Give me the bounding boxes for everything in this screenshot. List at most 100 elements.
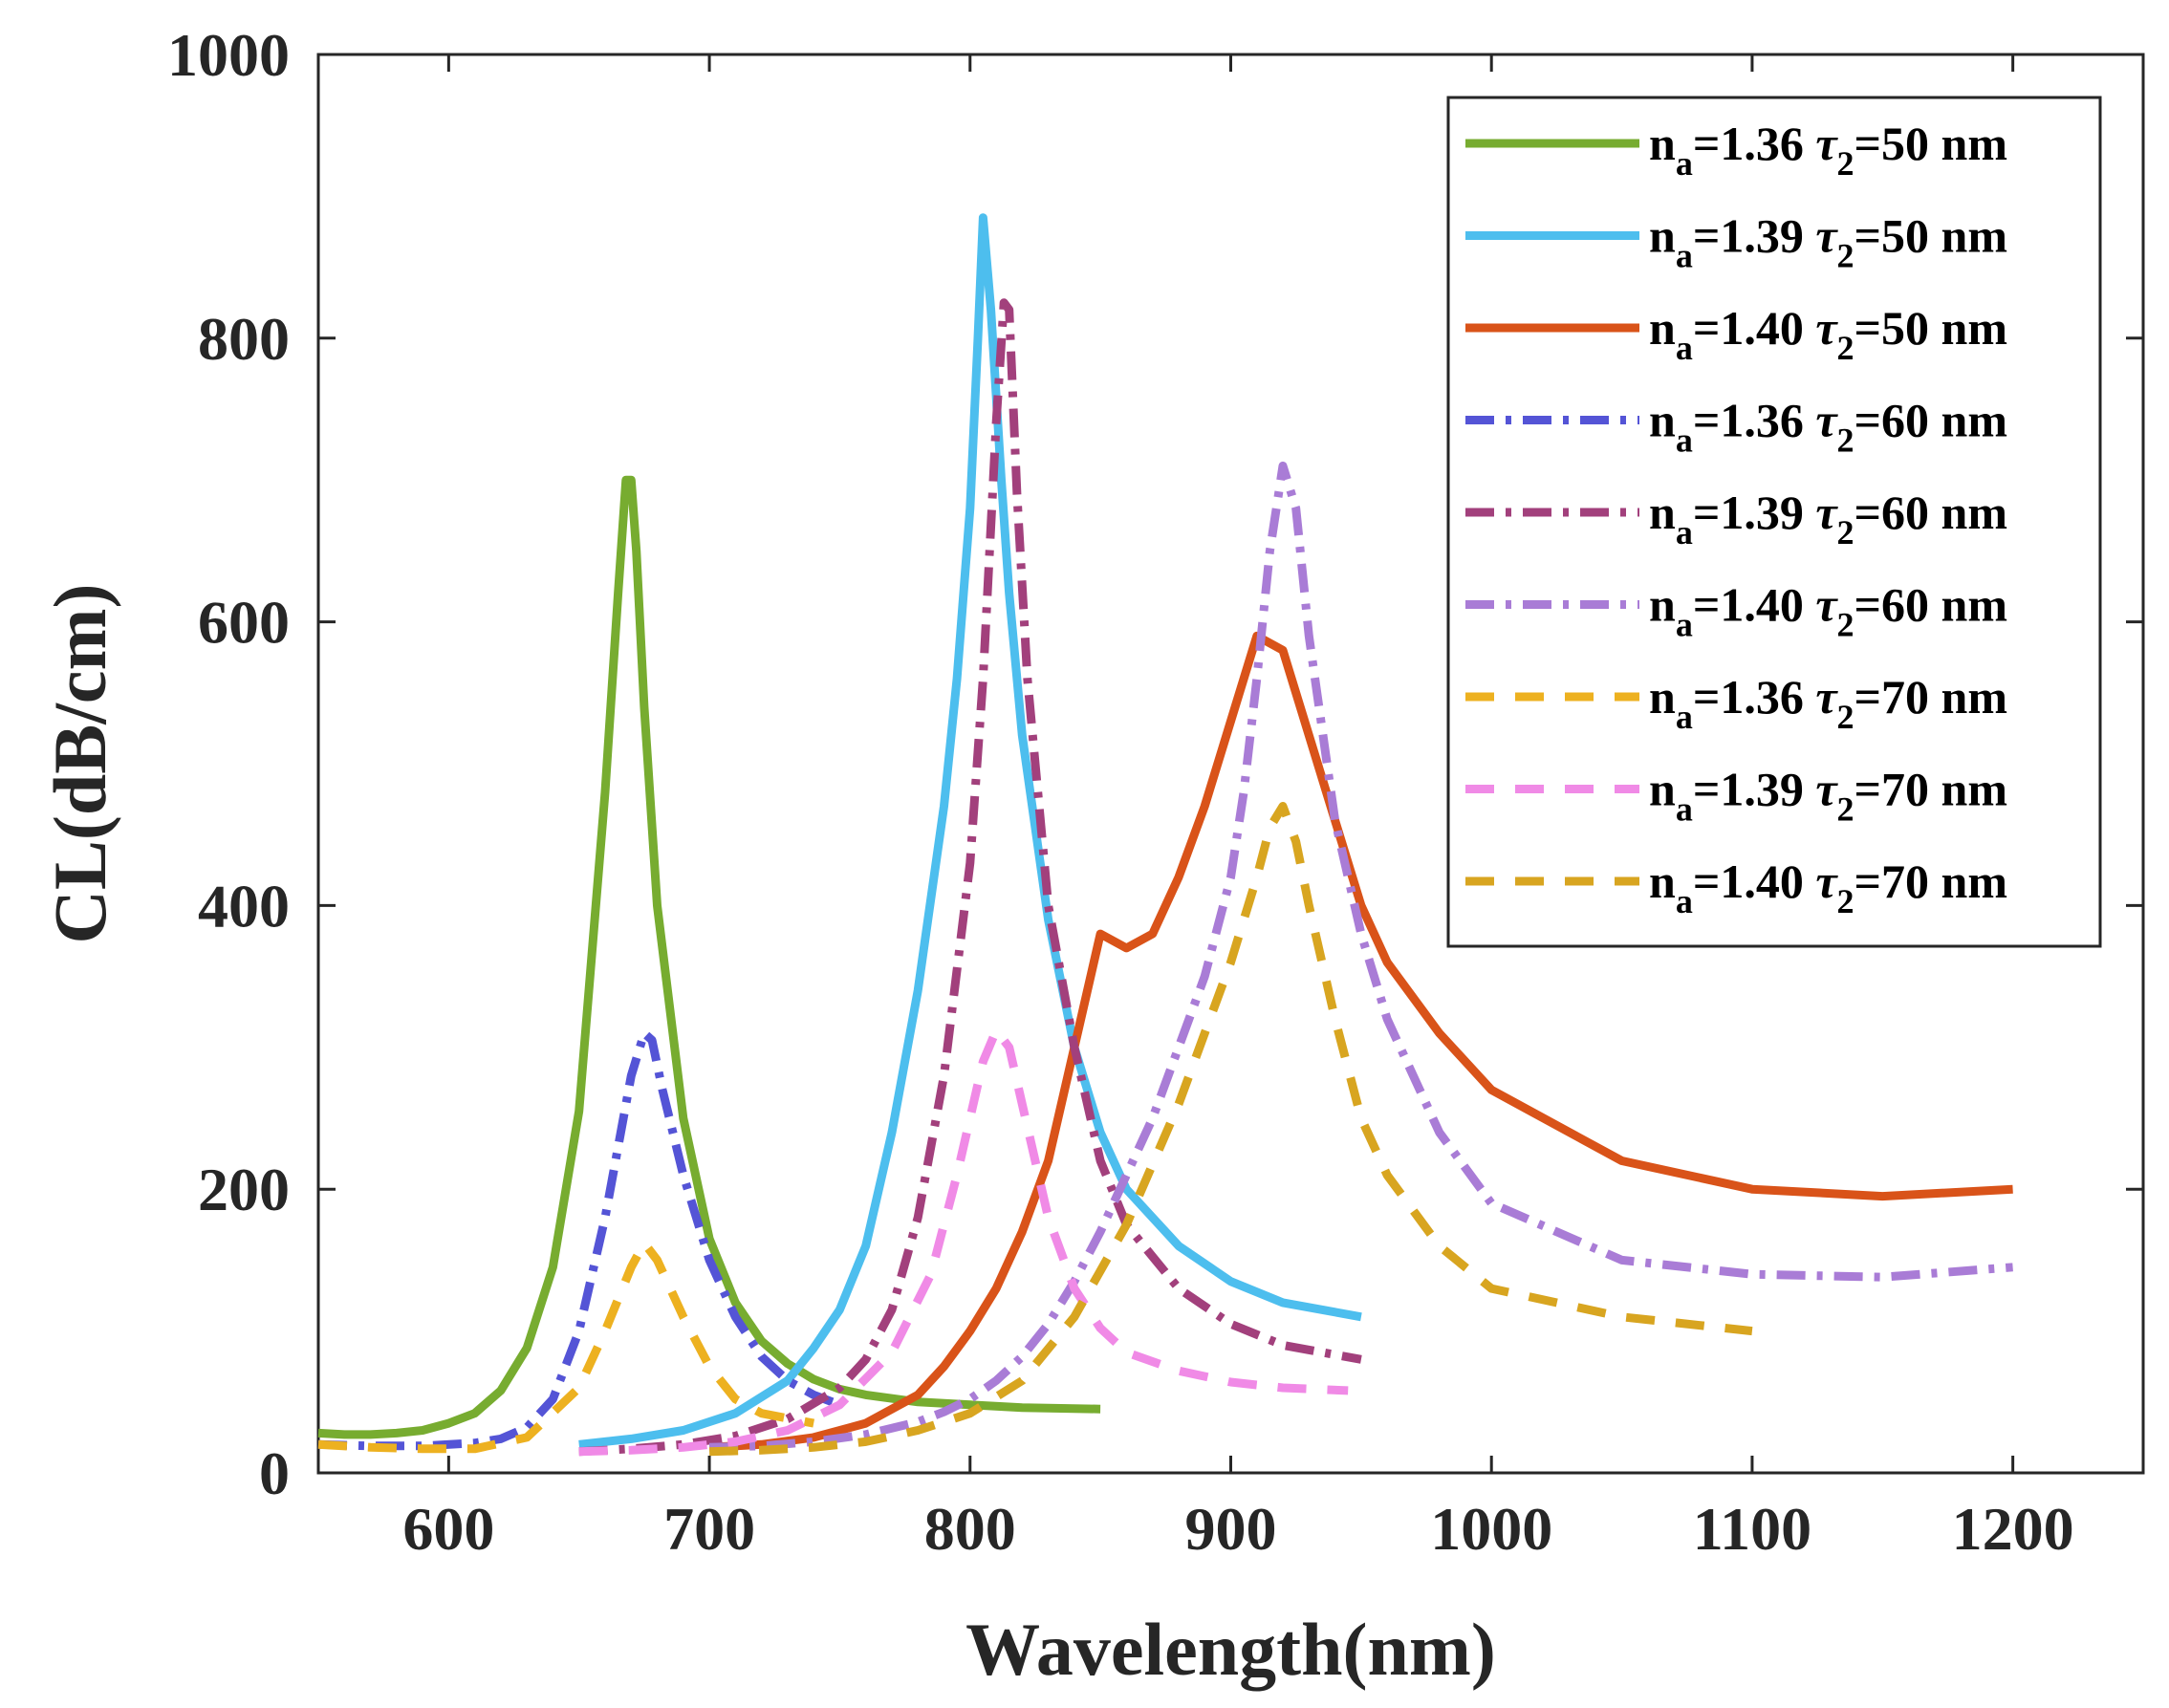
- legend-text-part: 2: [1837, 882, 1854, 920]
- legend-text-part: a: [1676, 606, 1693, 644]
- legend-text-part: τ: [1815, 854, 1838, 908]
- legend-entry-1: na=1.36 τ2=50 nm: [1649, 117, 2007, 183]
- legend-text-part: τ: [1815, 578, 1838, 632]
- legend-text-part: n: [1649, 486, 1676, 539]
- series-line-8: [578, 1026, 1349, 1457]
- legend-text-part: τ: [1815, 670, 1838, 724]
- legend-text-part: 60 nm: [1881, 578, 2007, 632]
- legend-text-part: a: [1676, 513, 1693, 551]
- x-tick-label: 900: [1185, 1495, 1277, 1563]
- legend-text-part: =: [1854, 763, 1882, 816]
- legend-text-part: τ: [1815, 486, 1838, 539]
- legend-text-part: n: [1649, 854, 1676, 908]
- legend-text-part: a: [1676, 790, 1693, 829]
- legend-text-part: n: [1649, 209, 1676, 263]
- legend-text-part: n: [1649, 578, 1676, 632]
- legend-text-part: =: [1693, 578, 1721, 632]
- x-tick-label: 700: [663, 1495, 755, 1563]
- legend-text-part: 1.40: [1720, 578, 1804, 632]
- legend-text-part: [1804, 763, 1816, 816]
- series-line-7: [317, 1239, 815, 1454]
- series-line-2: [578, 213, 1362, 1449]
- legend-text-part: 2: [1837, 144, 1854, 183]
- legend-text-part: =: [1854, 394, 1882, 447]
- legend-text-part: 1.40: [1720, 301, 1804, 355]
- y-axis-label: CL(dB/cm): [38, 584, 121, 944]
- legend-text-part: [1804, 486, 1816, 539]
- legend-text-part: =: [1693, 670, 1721, 724]
- legend-text-part: [1804, 854, 1816, 908]
- legend-text-part: [1804, 209, 1816, 263]
- legend-entry-2: na=1.39 τ2=50 nm: [1649, 209, 2007, 275]
- legend-entry-5: na=1.39 τ2=60 nm: [1649, 486, 2007, 551]
- legend-text-part: a: [1676, 698, 1693, 736]
- legend-text-part: 2: [1837, 698, 1854, 736]
- legend-entry-4: na=1.36 τ2=60 nm: [1649, 394, 2007, 460]
- legend-text-part: 50 nm: [1881, 301, 2007, 355]
- y-tick-label: 600: [198, 589, 290, 657]
- legend-text-part: =: [1693, 301, 1721, 355]
- legend-text-part: [1804, 394, 1816, 447]
- y-tick-label: 1000: [167, 21, 290, 89]
- legend-text-part: 60 nm: [1881, 394, 2007, 447]
- x-tick-label: 600: [402, 1495, 494, 1563]
- legend-text-part: τ: [1815, 209, 1838, 263]
- legend-text-part: =: [1854, 670, 1882, 724]
- legend-text-part: a: [1676, 422, 1693, 460]
- legend-text-part: [1804, 578, 1816, 632]
- legend-text-part: 70 nm: [1881, 763, 2007, 816]
- legend-text-part: 60 nm: [1881, 486, 2007, 539]
- legend-text-part: τ: [1815, 117, 1838, 170]
- axis-ticks: 600 700 800 900 1000 1100 1200 0 200 400 600 800 100…: [167, 21, 2143, 1563]
- legend-text-part: a: [1676, 144, 1693, 183]
- legend-text-part: τ: [1815, 763, 1838, 816]
- legend-text-part: n: [1649, 394, 1676, 447]
- legend-text-part: =: [1854, 854, 1882, 908]
- legend-entry-8: na=1.39 τ2=70 nm: [1649, 763, 2007, 829]
- legend-text-part: a: [1676, 329, 1693, 367]
- legend-text-part: [1804, 301, 1816, 355]
- legend-text-part: 1.39: [1720, 763, 1804, 816]
- legend-text-part: τ: [1815, 394, 1838, 447]
- legend-text-part: 50 nm: [1881, 117, 2007, 170]
- series-layer: [317, 213, 2013, 1457]
- legend-entry-9: na=1.40 τ2=70 nm: [1649, 854, 2007, 920]
- legend-text-part: n: [1649, 301, 1676, 355]
- legend-text-part: 1.39: [1720, 209, 1804, 263]
- legend-text-part: 1.36: [1720, 394, 1804, 447]
- legend-text-part: =: [1693, 486, 1721, 539]
- legend-text-part: 2: [1837, 790, 1854, 829]
- x-tick-label: 1000: [1430, 1495, 1552, 1563]
- legend-text-part: 2: [1837, 329, 1854, 367]
- y-tick-label: 800: [198, 305, 290, 373]
- legend-text-part: [1804, 117, 1816, 170]
- legend-text-part: =: [1854, 209, 1882, 263]
- legend-text-part: =: [1693, 394, 1721, 447]
- legend-text-part: 2: [1837, 422, 1854, 460]
- x-tick-label: 1100: [1693, 1495, 1811, 1563]
- legend-entry-3: na=1.40 τ2=50 nm: [1649, 301, 2007, 367]
- legend-text-part: a: [1676, 237, 1693, 275]
- legend-text-part: 70 nm: [1881, 854, 2007, 908]
- y-tick-label: 200: [198, 1156, 290, 1223]
- legend-text-part: a: [1676, 882, 1693, 920]
- y-tick-label: 400: [198, 872, 290, 940]
- legend-text-part: =: [1693, 209, 1721, 263]
- legend-text-part: =: [1854, 117, 1882, 170]
- legend-text-part: 70 nm: [1881, 670, 2007, 724]
- legend-text-part: =: [1854, 486, 1882, 539]
- legend-text-part: [1804, 670, 1816, 724]
- x-tick-label: 1200: [1952, 1495, 2074, 1563]
- x-tick-label: 800: [924, 1495, 1016, 1563]
- legend-text-part: 1.40: [1720, 854, 1804, 908]
- legend-entry-7: na=1.36 τ2=70 nm: [1649, 670, 2007, 736]
- legend-text-part: 2: [1837, 606, 1854, 644]
- series-line-1: [317, 475, 1101, 1439]
- legend-text-part: =: [1693, 763, 1721, 816]
- legend-text-part: 2: [1837, 513, 1854, 551]
- legend-text-part: n: [1649, 117, 1676, 170]
- legend-text-part: n: [1649, 670, 1676, 724]
- series-line-6: [708, 461, 2013, 1452]
